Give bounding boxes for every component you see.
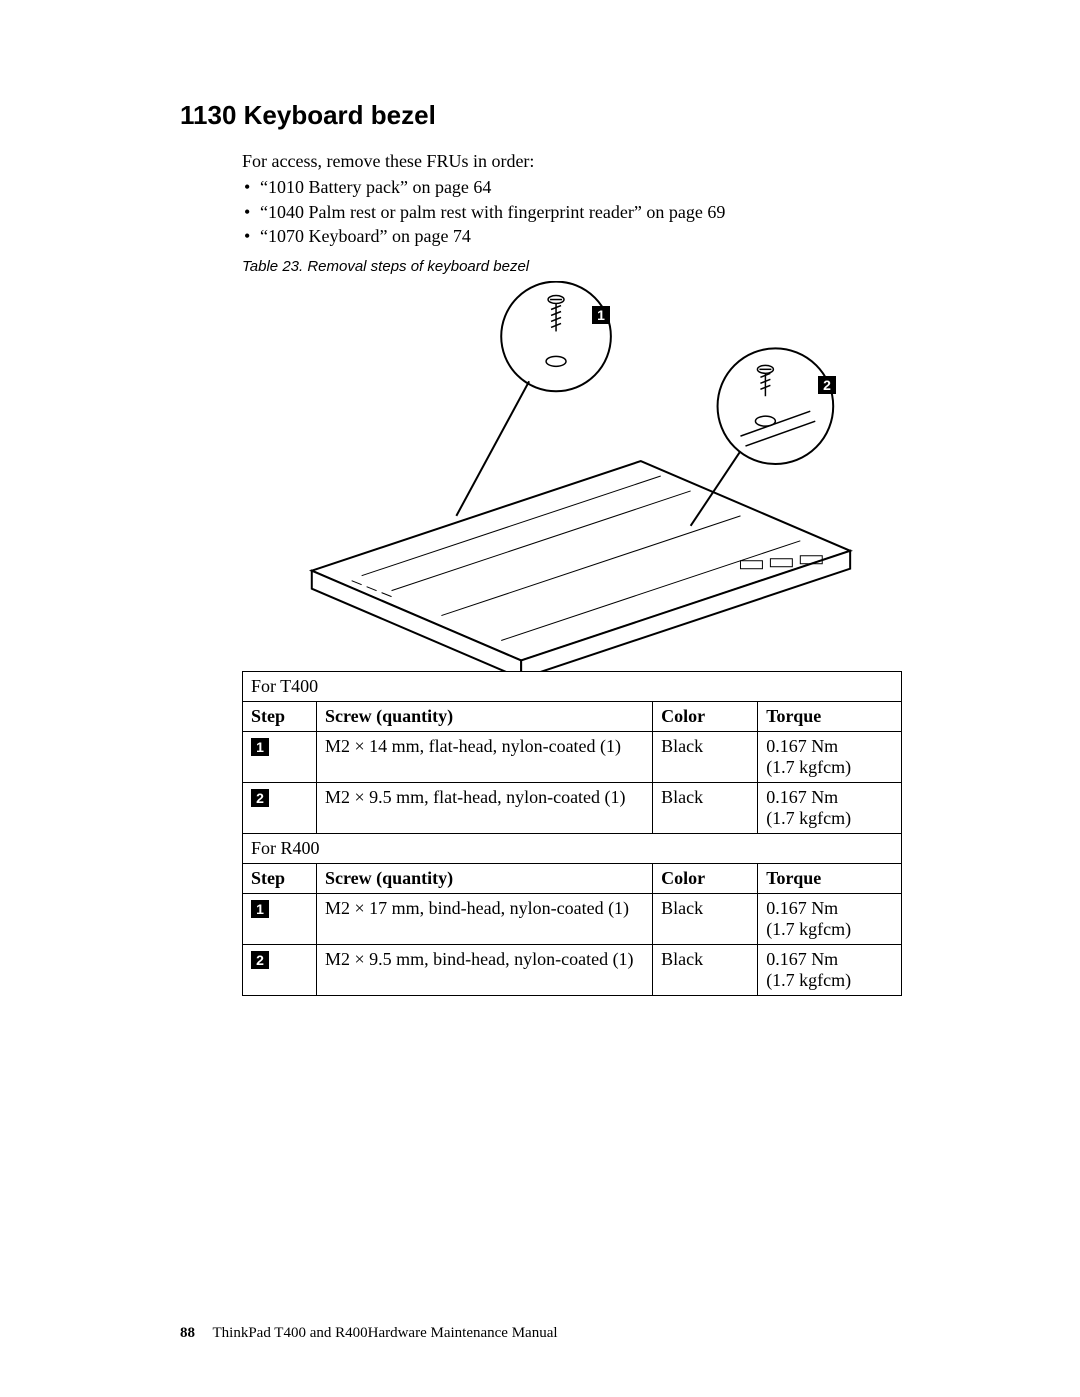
step-badge: 1: [251, 900, 269, 918]
cell-torque: 0.167 Nm (1.7 kgfcm): [758, 783, 902, 834]
col-header-torque: Torque: [758, 864, 902, 894]
manual-title: ThinkPad T400 and R400Hardware Maintenan…: [212, 1325, 557, 1341]
table-row: 2 M2 × 9.5 mm, flat-head, nylon-coated (…: [243, 783, 902, 834]
exploded-diagram: 1 2: [242, 281, 900, 671]
cell-screw: M2 × 17 mm, bind-head, nylon-coated (1): [316, 894, 652, 945]
cell-color: Black: [653, 945, 758, 996]
screw-table: For T400 Step Screw (quantity) Color Tor…: [242, 671, 902, 996]
torque-line1: 0.167 Nm: [766, 949, 838, 969]
page-footer: 88 ThinkPad T400 and R400Hardware Mainte…: [180, 1325, 558, 1342]
table-row: 1 M2 × 14 mm, flat-head, nylon-coated (1…: [243, 732, 902, 783]
callout-label-2: 2: [818, 376, 836, 394]
table-caption: Table 23. Removal steps of keyboard beze…: [242, 258, 900, 275]
torque-line2: (1.7 kgfcm): [766, 757, 851, 777]
callout-label-1: 1: [592, 306, 610, 324]
step-badge: 1: [251, 738, 269, 756]
col-header-screw: Screw (quantity): [316, 864, 652, 894]
fru-item: “1010 Battery pack” on page 64: [260, 175, 900, 199]
col-header-color: Color: [653, 702, 758, 732]
manual-page: 1130 Keyboard bezel For access, remove t…: [0, 0, 1080, 1397]
table-row: 2 M2 × 9.5 mm, bind-head, nylon-coated (…: [243, 945, 902, 996]
section-header: For T400: [243, 672, 902, 702]
col-header-step: Step: [243, 864, 317, 894]
section-header: For R400: [243, 834, 902, 864]
cell-color: Black: [653, 732, 758, 783]
step-badge: 2: [251, 951, 269, 969]
fru-item: “1070 Keyboard” on page 74: [260, 224, 900, 248]
cell-torque: 0.167 Nm (1.7 kgfcm): [758, 945, 902, 996]
torque-line2: (1.7 kgfcm): [766, 808, 851, 828]
step-badge: 2: [251, 789, 269, 807]
cell-color: Black: [653, 783, 758, 834]
cell-screw: M2 × 14 mm, flat-head, nylon-coated (1): [316, 732, 652, 783]
col-header-screw: Screw (quantity): [316, 702, 652, 732]
torque-line1: 0.167 Nm: [766, 787, 838, 807]
cell-torque: 0.167 Nm (1.7 kgfcm): [758, 894, 902, 945]
fru-list: “1010 Battery pack” on page 64 “1040 Pal…: [242, 175, 900, 248]
section-heading: 1130 Keyboard bezel: [180, 100, 900, 131]
col-header-step: Step: [243, 702, 317, 732]
col-header-torque: Torque: [758, 702, 902, 732]
torque-line1: 0.167 Nm: [766, 736, 838, 756]
cell-torque: 0.167 Nm (1.7 kgfcm): [758, 732, 902, 783]
col-header-color: Color: [653, 864, 758, 894]
torque-line2: (1.7 kgfcm): [766, 919, 851, 939]
cell-screw: M2 × 9.5 mm, flat-head, nylon-coated (1): [316, 783, 652, 834]
intro-block: For access, remove these FRUs in order: …: [242, 149, 900, 248]
table-row: 1 M2 × 17 mm, bind-head, nylon-coated (1…: [243, 894, 902, 945]
cell-screw: M2 × 9.5 mm, bind-head, nylon-coated (1): [316, 945, 652, 996]
torque-line1: 0.167 Nm: [766, 898, 838, 918]
torque-line2: (1.7 kgfcm): [766, 970, 851, 990]
fru-item: “1040 Palm rest or palm rest with finger…: [260, 200, 900, 224]
cell-color: Black: [653, 894, 758, 945]
intro-lead: For access, remove these FRUs in order:: [242, 149, 900, 173]
page-number: 88: [180, 1325, 195, 1341]
